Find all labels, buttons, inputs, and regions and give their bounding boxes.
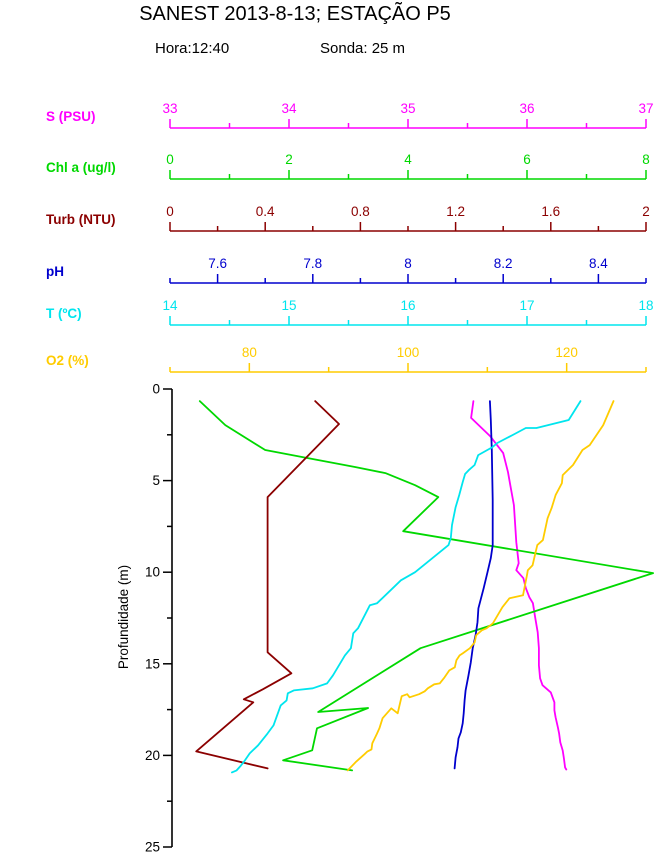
ph-tick-label: 8.2 bbox=[494, 256, 513, 271]
ph-tick-label: 8 bbox=[404, 256, 412, 271]
s-psu-tick-label: 34 bbox=[281, 101, 297, 116]
ph-tick-label: 7.8 bbox=[303, 256, 322, 271]
chart-title: SANEST 2013-8-13; ESTAÇÃO P5 bbox=[139, 3, 451, 25]
depth-tick-label: 10 bbox=[145, 565, 160, 580]
chl-a-tick-label: 6 bbox=[523, 152, 531, 167]
turb-ntu-tick-label: 0.8 bbox=[351, 204, 370, 219]
turb-ntu-tick-label: 0.4 bbox=[256, 204, 275, 219]
sonda-label: Sonda: 25 m bbox=[320, 40, 406, 57]
axis-label-t-c: T (ºC) bbox=[46, 306, 82, 321]
turb-ntu-tick-label: 2 bbox=[642, 204, 650, 219]
chl-a-tick-label: 0 bbox=[166, 152, 174, 167]
chl-a-curve bbox=[198, 400, 654, 772]
axis-label-turb-ntu: Turb (NTU) bbox=[46, 212, 116, 227]
o2-pct-tick-label: 120 bbox=[555, 345, 578, 360]
depth-tick-label: 5 bbox=[152, 473, 160, 488]
t-c-tick-label: 14 bbox=[162, 298, 178, 313]
axis-label-ph: pH bbox=[46, 264, 64, 279]
s-psu-tick-label: 37 bbox=[638, 101, 653, 116]
axis-label-s-psu: S (PSU) bbox=[46, 109, 96, 124]
ph-curve bbox=[453, 400, 494, 770]
ph-tick-label: 8.4 bbox=[589, 256, 608, 271]
t-c-curve bbox=[230, 400, 582, 774]
chl-a-tick-label: 8 bbox=[642, 152, 650, 167]
depth-tick-label: 25 bbox=[145, 840, 160, 855]
t-c-tick-label: 15 bbox=[281, 298, 296, 313]
axis-label-o2-pct: O2 (%) bbox=[46, 353, 89, 368]
chl-a-tick-label: 4 bbox=[404, 152, 412, 167]
s-psu-tick-label: 36 bbox=[519, 101, 534, 116]
turb-ntu-tick-label: 1.6 bbox=[541, 204, 560, 219]
ph-tick-label: 7.6 bbox=[208, 256, 227, 271]
o2-pct-tick-label: 100 bbox=[397, 345, 420, 360]
o2-pct-curve bbox=[346, 400, 615, 772]
s-psu-curve bbox=[470, 400, 568, 771]
s-psu-tick-label: 33 bbox=[162, 101, 177, 116]
o2-pct-tick-label: 80 bbox=[242, 345, 257, 360]
t-c-tick-label: 17 bbox=[519, 298, 534, 313]
turb-ntu-tick-label: 0 bbox=[166, 204, 174, 219]
turb-ntu-tick-label: 1.2 bbox=[446, 204, 465, 219]
y-axis-label: Profundidade (m) bbox=[116, 565, 131, 669]
axis-label-chl-a: Chl a (ug/l) bbox=[46, 160, 116, 175]
depth-tick-label: 15 bbox=[145, 656, 160, 671]
hora-label: Hora:12:40 bbox=[155, 40, 230, 57]
depth-tick-label: 0 bbox=[152, 382, 160, 397]
turb-ntu-curve bbox=[195, 400, 340, 770]
t-c-tick-label: 16 bbox=[400, 298, 415, 313]
chl-a-tick-label: 2 bbox=[285, 152, 293, 167]
s-psu-tick-label: 35 bbox=[400, 101, 415, 116]
depth-tick-label: 20 bbox=[145, 748, 160, 763]
t-c-tick-label: 18 bbox=[638, 298, 653, 313]
